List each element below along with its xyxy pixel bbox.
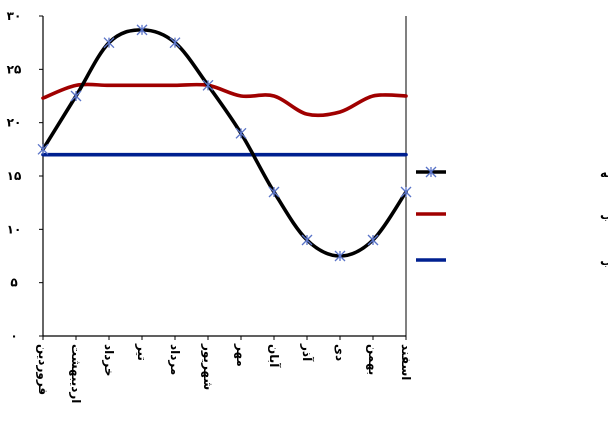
legend-label: حد پایین آسایش در شب — [600, 253, 608, 268]
y-tick-label: ۲۰ — [7, 116, 22, 130]
y-tick-label: ۲۵ — [7, 62, 22, 76]
y-tick-label: ۱۰ — [7, 222, 22, 236]
x-tick-label: آذر — [300, 343, 315, 362]
data-point-marker — [37, 143, 49, 155]
x-tick-label: اسفند — [399, 344, 413, 380]
data-point-marker — [70, 90, 82, 102]
x-tick-label: مهر — [234, 343, 248, 367]
data-point-marker — [334, 250, 346, 262]
data-point-marker — [400, 186, 412, 198]
series-line-1 — [41, 82, 408, 118]
legend-label: متوسط حداقل دمای ماهانه — [600, 166, 608, 181]
y-tick-label: ۳۰ — [7, 9, 22, 23]
x-tick-label: دی — [333, 344, 347, 361]
series-layer — [37, 24, 412, 262]
legend: متوسط حداقل دمای ماهانه حد بالای آسایش در… — [416, 166, 608, 268]
x-tick-label: بهمن — [366, 344, 380, 375]
data-point-marker — [367, 234, 379, 246]
y-tick-label: ۰ — [10, 329, 17, 343]
x-tick-label: خرداد — [102, 344, 116, 377]
y-tick-label: ۵ — [10, 276, 17, 290]
legend-item-0: متوسط حداقل دمای ماهانه — [416, 166, 608, 181]
x-tick-label: آبان — [267, 344, 282, 368]
series-line-0 — [41, 28, 408, 258]
legend-item-2: حد پایین آسایش در شب — [416, 253, 608, 268]
x-tick-label: مرداد — [168, 344, 182, 375]
x-tick-label: شهریور — [200, 343, 215, 390]
axes: ۰ ۵ ۱۰ ۱۵ ۲۰ ۲۵ ۳۰ فروردین اردیبهشت خرداد تیر مرداد… — [7, 9, 413, 403]
data-point-marker — [202, 79, 214, 91]
x-tick-label: تیر — [135, 343, 149, 361]
y-tick-label: ۱۵ — [7, 169, 22, 183]
legend-label: حد بالای آسایش در شب — [600, 207, 608, 222]
data-point-marker — [268, 186, 280, 198]
data-point-marker — [301, 234, 313, 246]
legend-item-1: حد بالای آسایش در شب — [416, 207, 608, 222]
x-tick-label: فروردین — [35, 344, 50, 395]
data-point-marker — [235, 127, 247, 139]
data-point-marker — [103, 37, 115, 49]
data-point-marker — [136, 24, 148, 36]
x-tick-label: اردیبهشت — [69, 344, 83, 403]
data-point-marker — [169, 37, 181, 49]
